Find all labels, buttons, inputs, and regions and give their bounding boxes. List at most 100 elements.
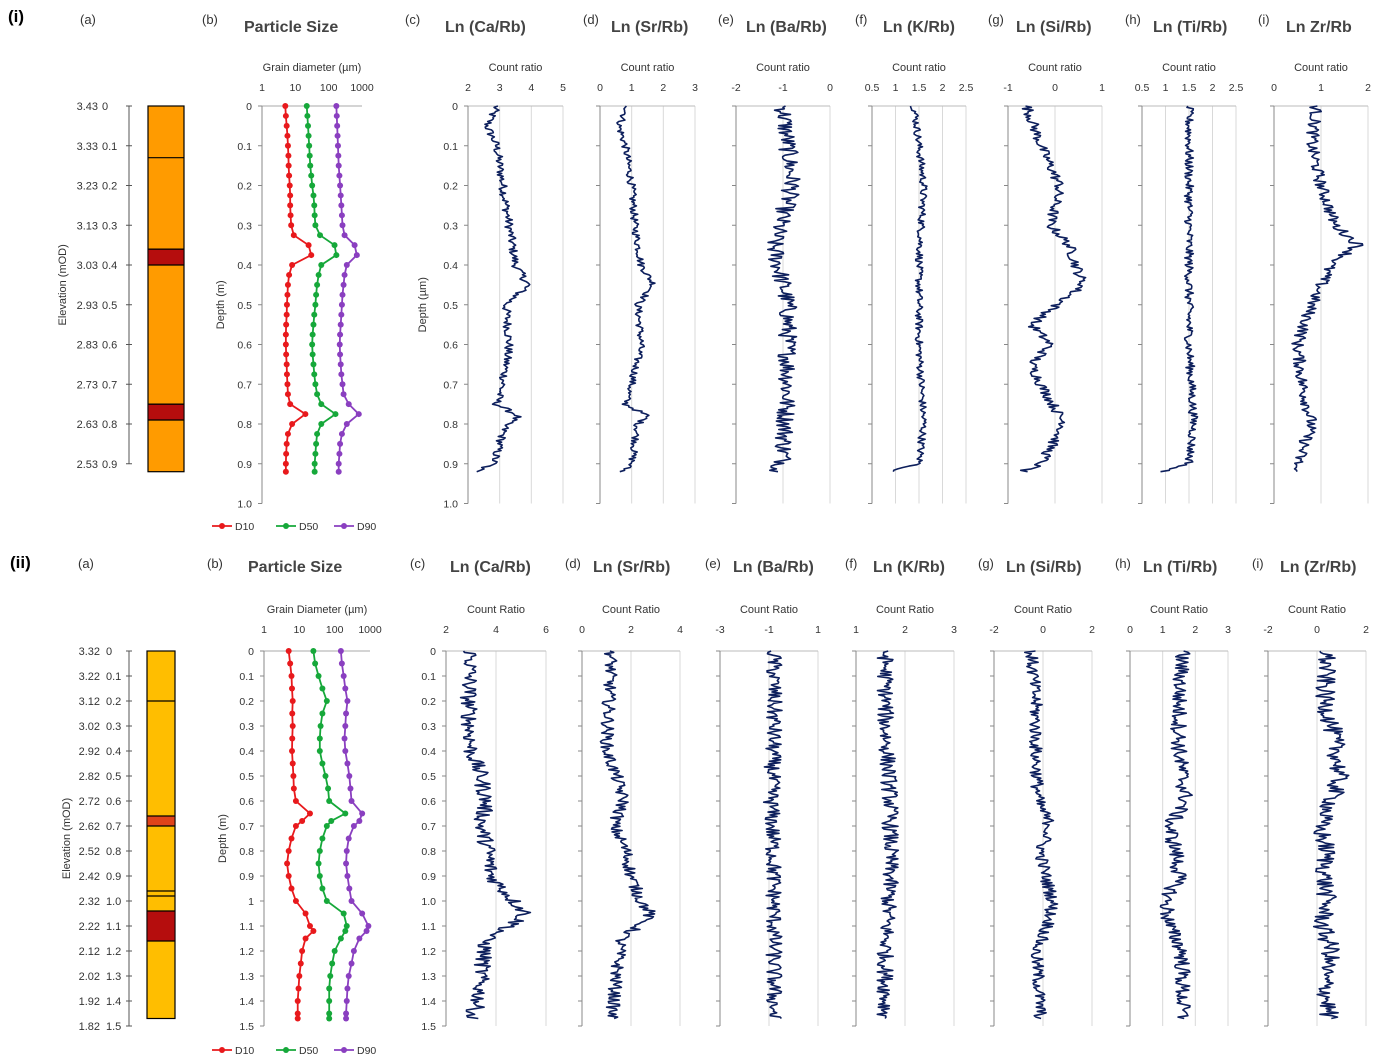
point-d50 (313, 291, 320, 298)
point-d10 (289, 262, 296, 268)
point-d90 (341, 271, 348, 278)
point-d50 (319, 760, 326, 767)
panel-i: (i) (a) Elevation (mOD) 3.43 0 3.33 0.1 3.23 0.2… (8, 7, 1371, 533)
point-d10 (283, 122, 290, 129)
point-d90 (337, 351, 344, 358)
point-d90 (342, 748, 349, 754)
point-d90 (338, 301, 345, 308)
xrf-x-label: Count ratio (1162, 62, 1216, 74)
grain-x-tick: 10 (293, 624, 305, 636)
point-d10 (288, 222, 295, 229)
point-d10 (294, 1010, 301, 1017)
point-d10 (282, 331, 289, 338)
point-d50 (325, 785, 332, 792)
point-d10 (295, 985, 302, 992)
point-d90 (334, 142, 341, 149)
particle-size-title: Particle Size (244, 19, 338, 36)
point-d90 (335, 460, 342, 467)
point-d90 (343, 1010, 350, 1017)
xrf-x-tick: 0.5 (865, 82, 880, 94)
xrf-series-line (762, 650, 783, 1020)
point-d50 (310, 361, 317, 368)
point-d90 (348, 960, 355, 967)
point-d90 (355, 411, 362, 418)
elevation-tick: 2.93 (77, 300, 98, 312)
core-depth-tick: 0.8 (106, 846, 121, 858)
point-d90 (338, 202, 345, 209)
point-d90 (350, 948, 357, 954)
point-d10 (288, 748, 295, 754)
point-d90 (343, 262, 350, 268)
depth-tick: 1 (248, 896, 254, 908)
point-d90 (337, 182, 344, 189)
point-d50 (311, 371, 318, 378)
point-d90 (338, 430, 345, 437)
xrf-title: Ln (Ba/Rb) (746, 19, 827, 36)
column-b-letter: (b) (202, 12, 218, 27)
depth-tick: 1.4 (239, 996, 254, 1008)
point-d50 (305, 122, 312, 129)
xrf-x-tick: 0.5 (1135, 82, 1150, 94)
xrf-title: Ln (K/Rb) (883, 19, 955, 36)
point-d50 (323, 898, 330, 904)
point-d10 (284, 281, 291, 288)
point-d50 (326, 798, 333, 804)
xrf-series-line (1291, 105, 1364, 472)
xrf-series-line (459, 650, 532, 1020)
point-d50 (332, 411, 339, 418)
point-d50 (331, 948, 338, 954)
depth-tick: 0.3 (239, 721, 254, 733)
elevation-tick: 3.32 (79, 646, 100, 658)
depth-tick: 0.4 (239, 746, 254, 758)
point-d10 (283, 311, 290, 318)
point-d10 (296, 973, 303, 979)
xrf-x-tick: -2 (989, 624, 998, 636)
xrf-x-tick: -1 (764, 624, 773, 636)
xrf-x-tick: -1 (778, 82, 787, 94)
elevation-tick: 2.73 (77, 379, 98, 391)
xrf-letter: (c) (405, 12, 420, 27)
point-d90 (336, 341, 343, 348)
point-d50 (343, 923, 350, 929)
xrf-x-tick: 1.5 (912, 82, 927, 94)
point-d10 (292, 823, 299, 829)
xrf-depth-tick: 0.9 (443, 459, 458, 471)
point-d90 (340, 673, 347, 679)
point-d50 (309, 341, 316, 348)
point-d10 (288, 885, 295, 892)
xrf-x-tick: 1 (893, 82, 899, 94)
depth-tick: 0.8 (237, 419, 252, 431)
core-depth-tick: 0.7 (106, 821, 121, 833)
xrf-depth-tick: 0.7 (443, 379, 458, 391)
point-d90 (337, 321, 344, 328)
core-depth-tick: 0 (102, 101, 108, 113)
xrf-depth-tick: 1.0 (421, 896, 436, 908)
depth-tick: 0.3 (237, 220, 252, 232)
point-d90 (350, 823, 357, 829)
point-d90 (346, 885, 353, 892)
point-d50 (315, 271, 322, 278)
elevation-tick: 3.33 (77, 141, 98, 153)
point-d50 (306, 152, 313, 159)
elevation-axis-label: Elevation (mOD) (61, 798, 73, 879)
depth-tick: 0.7 (239, 821, 254, 833)
xrf-x-tick: 2 (902, 624, 908, 636)
xrf-x-label: Count ratio (756, 62, 810, 74)
point-d50 (303, 103, 310, 109)
point-d90 (343, 998, 350, 1004)
elevation-tick: 3.43 (77, 101, 98, 113)
point-d10 (306, 810, 313, 817)
xrf-depth-tick: 0.9 (421, 871, 436, 883)
point-d50 (310, 192, 317, 199)
point-d90 (334, 132, 341, 139)
core-depth-tick: 0.5 (106, 771, 121, 783)
point-d90 (341, 735, 348, 742)
point-d10 (287, 660, 294, 667)
core-red-band (146, 910, 176, 942)
xrf-series-line (1019, 105, 1087, 473)
core-depth-tick: 1.0 (106, 896, 121, 908)
xrf-x-tick: 2 (1363, 624, 1369, 636)
point-d90 (335, 152, 342, 159)
xrf-title: Ln (Ca/Rb) (450, 559, 531, 576)
grain-x-tick: 100 (320, 82, 338, 94)
